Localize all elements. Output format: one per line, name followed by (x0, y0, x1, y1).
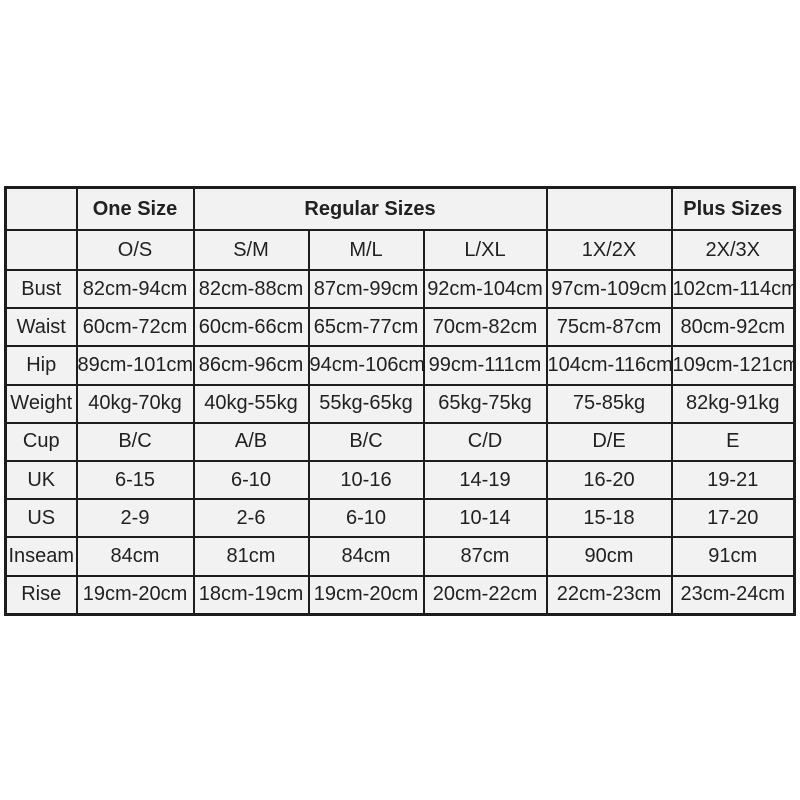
table-row-weight: Weight 40kg-70kg 40kg-55kg 55kg-65kg 65kg-75… (4, 383, 796, 424)
table-cell: 6-10 (192, 459, 310, 501)
table-cell: 55kg-65kg (307, 383, 425, 424)
table-cell: 84cm (307, 536, 425, 577)
table-row-waist: Waist 60cm-72cm 60cm-66cm 65cm-77cm 70cm-82c… (4, 307, 796, 348)
table-cell: D/E (545, 421, 673, 462)
table-cell: 75-85kg (545, 383, 673, 424)
size-header-o-s: O/S (75, 229, 195, 271)
group-header-spacer (545, 186, 673, 231)
table-cell: E (670, 421, 796, 462)
table-cell: 82cm-88cm (192, 268, 310, 310)
table-cell: 60cm-72cm (75, 307, 195, 348)
row-label: Waist (4, 307, 78, 348)
table-cell: 6-15 (75, 459, 195, 501)
table-cell: 104cm-116cm (545, 345, 673, 386)
table-cell: 10-16 (307, 459, 425, 501)
table-cell: 2-9 (75, 498, 195, 539)
table-cell: 80cm-92cm (670, 307, 796, 348)
size-header-2x-3x: 2X/3X (670, 229, 796, 271)
table-cell: 91cm (670, 536, 796, 577)
group-header-regular-sizes: Regular Sizes (192, 186, 548, 231)
table-head: One Size Regular Sizes Plus Sizes O/S S/M M/… (4, 186, 796, 271)
table-cell: 92cm-104cm (422, 268, 548, 310)
table-cell: 90cm (545, 536, 673, 577)
table-row-us: US 2-9 2-6 6-10 10-14 15-18 17-20 (4, 498, 796, 539)
table-cell: 97cm-109cm (545, 268, 673, 310)
group-header-row: One Size Regular Sizes Plus Sizes (4, 186, 796, 231)
table-cell: 10-14 (422, 498, 548, 539)
table-cell: B/C (75, 421, 195, 462)
table-cell: 23cm-24cm (670, 574, 796, 616)
group-header-spacer (4, 186, 78, 231)
table-cell: 6-10 (307, 498, 425, 539)
table-body: Bust 82cm-94cm 82cm-88cm 87cm-99cm 92cm-104c… (4, 268, 796, 616)
group-header-one-size: One Size (75, 186, 195, 231)
table-row-bust: Bust 82cm-94cm 82cm-88cm 87cm-99cm 92cm-104c… (4, 268, 796, 310)
table-cell: 94cm-106cm (307, 345, 425, 386)
row-label: Inseam (4, 536, 78, 577)
table-cell: 15-18 (545, 498, 673, 539)
table-cell: 18cm-19cm (192, 574, 310, 616)
table-cell: 81cm (192, 536, 310, 577)
row-label: Bust (4, 268, 78, 310)
table-cell: 86cm-96cm (192, 345, 310, 386)
table-cell: 14-19 (422, 459, 548, 501)
table-cell: A/B (192, 421, 310, 462)
table-cell: 17-20 (670, 498, 796, 539)
table-cell: 70cm-82cm (422, 307, 548, 348)
table-cell: 75cm-87cm (545, 307, 673, 348)
table-cell: 99cm-111cm (422, 345, 548, 386)
table-cell: 19cm-20cm (75, 574, 195, 616)
row-label: Cup (4, 421, 78, 462)
table-cell: 65kg-75kg (422, 383, 548, 424)
table-row-uk: UK 6-15 6-10 10-16 14-19 16-20 19-21 (4, 459, 796, 501)
size-header-m-l: M/L (307, 229, 425, 271)
table-cell: 22cm-23cm (545, 574, 673, 616)
table-cell: 60cm-66cm (192, 307, 310, 348)
table-cell: 20cm-22cm (422, 574, 548, 616)
table-cell: C/D (422, 421, 548, 462)
row-label: Rise (4, 574, 78, 616)
size-header-row: O/S S/M M/L L/XL 1X/2X 2X/3X (4, 229, 796, 271)
table-cell: 89cm-101cm (75, 345, 195, 386)
table-cell: 16-20 (545, 459, 673, 501)
table-cell: 82kg-91kg (670, 383, 796, 424)
size-header-1x-2x: 1X/2X (545, 229, 673, 271)
table-cell: 19cm-20cm (307, 574, 425, 616)
table-cell: 87cm (422, 536, 548, 577)
table-row-rise: Rise 19cm-20cm 18cm-19cm 19cm-20cm 20cm-22cm… (4, 574, 796, 616)
table-cell: 65cm-77cm (307, 307, 425, 348)
table-cell: 2-6 (192, 498, 310, 539)
table-cell: 87cm-99cm (307, 268, 425, 310)
group-header-plus-sizes: Plus Sizes (670, 186, 796, 231)
table-row-hip: Hip 89cm-101cm 86cm-96cm 94cm-106cm 99cm-111… (4, 345, 796, 386)
table-row-cup: Cup B/C A/B B/C C/D D/E E (4, 421, 796, 462)
table-row-inseam: Inseam 84cm 81cm 84cm 87cm 90cm 91cm (4, 536, 796, 577)
row-label: UK (4, 459, 78, 501)
table-cell: B/C (307, 421, 425, 462)
size-header-l-xl: L/XL (422, 229, 548, 271)
row-label: US (4, 498, 78, 539)
table-cell: 19-21 (670, 459, 796, 501)
table-cell: 40kg-70kg (75, 383, 195, 424)
row-label: Weight (4, 383, 78, 424)
table-cell: 40kg-55kg (192, 383, 310, 424)
row-label: Hip (4, 345, 78, 386)
table-cell: 84cm (75, 536, 195, 577)
table-cell: 82cm-94cm (75, 268, 195, 310)
size-header-s-m: S/M (192, 229, 310, 271)
table-cell: 109cm-121cm (670, 345, 796, 386)
size-chart-table: One Size Regular Sizes Plus Sizes O/S S/M M/… (4, 186, 796, 616)
size-header-spacer (4, 229, 78, 271)
table-cell: 102cm-114cm (670, 268, 796, 310)
